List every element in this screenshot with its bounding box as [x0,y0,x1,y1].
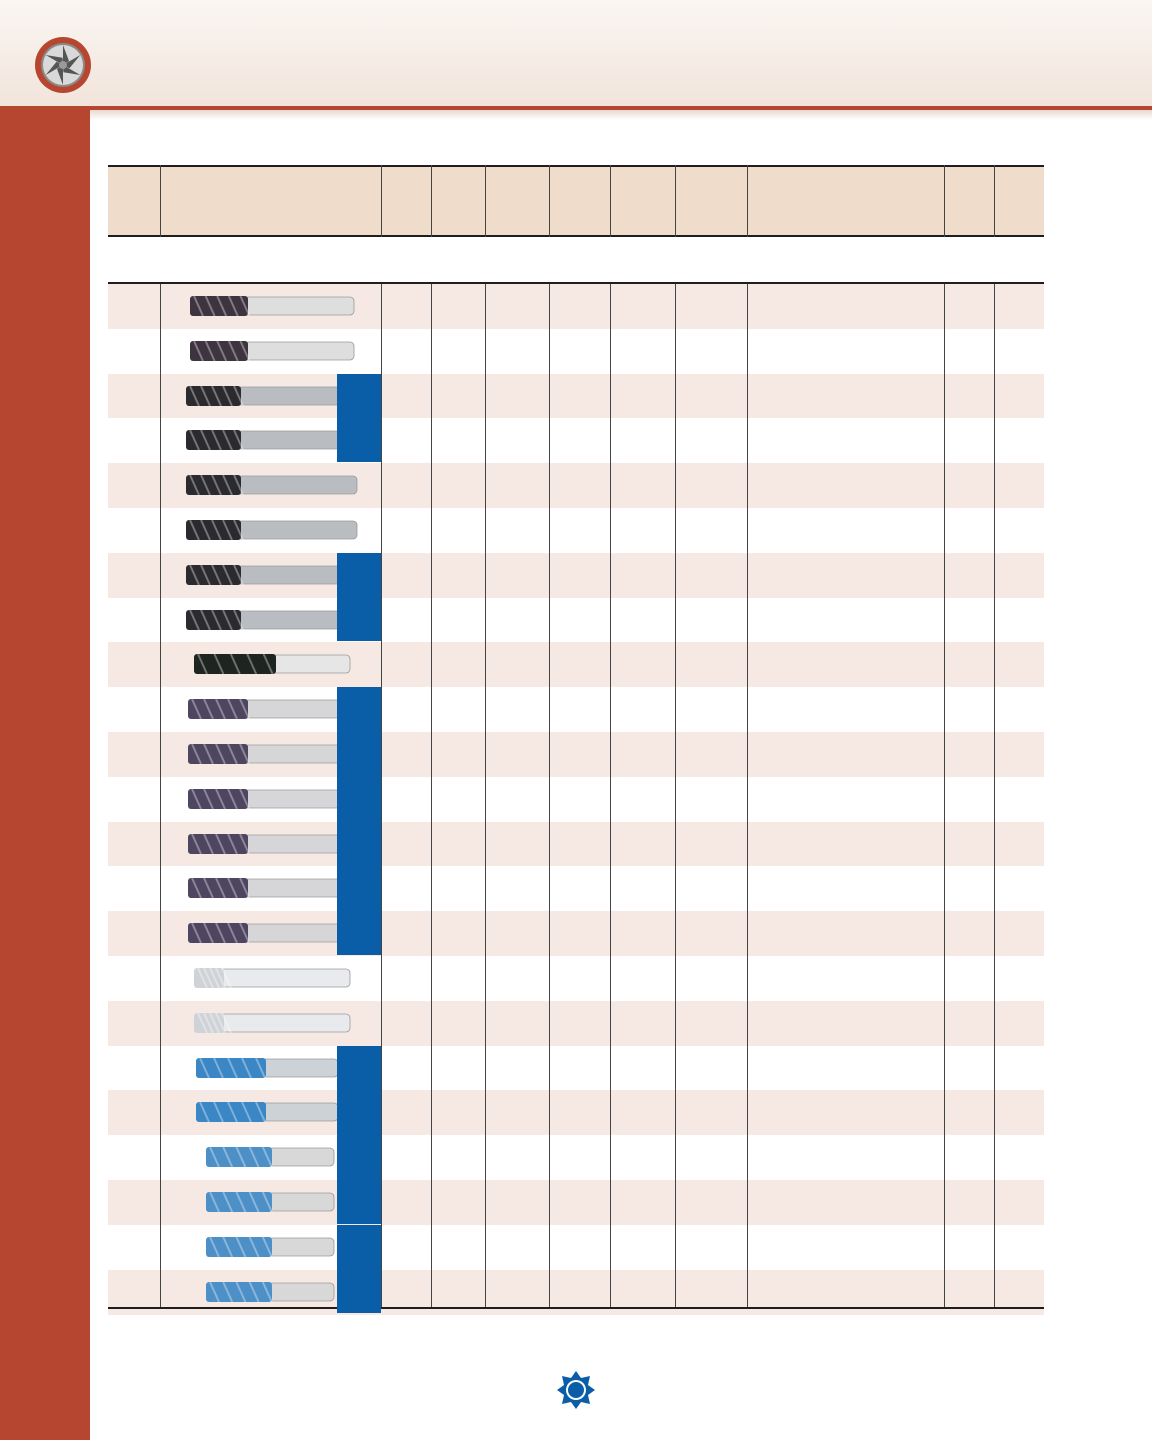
header-cell-2 [160,167,381,235]
table-row [108,1180,1044,1225]
uncoated-carbide-end-mill-icon [194,967,351,989]
table-row [108,284,1044,329]
column-divider [675,284,676,1307]
left-sidebar-band [0,110,90,1440]
black-coated-end-mill-icon [186,564,358,586]
table-row [108,911,1044,957]
purple-coated-end-mill-icon [188,743,359,765]
blue-coated-stub-end-mill-icon [206,1281,335,1303]
black-coated-end-mill-icon [186,429,358,451]
column-divider [994,165,995,237]
column-divider [431,284,432,1307]
table-row [108,642,1044,688]
column-divider [610,284,611,1307]
series-highlight-block [337,373,381,463]
blue-coated-end-mill-icon [196,1057,339,1079]
black-coated-end-mill-icon [186,609,358,631]
header-cell-11 [994,167,1044,235]
purple-coated-end-mill-icon [188,698,359,720]
column-divider [381,165,382,237]
purple-coated-end-mill-icon [188,788,359,810]
body-bottom-rule [108,1307,1044,1309]
column-divider [610,165,611,237]
column-divider [381,284,382,1307]
column-divider [675,165,676,237]
body-top-rule [108,282,1044,284]
column-divider [747,165,748,237]
header-cell-8 [675,167,747,235]
end-mill-cross-section-icon [35,37,91,93]
table-row [108,463,1044,509]
header-cell-1 [108,167,160,235]
series-highlight-block [337,552,381,642]
black-coated-end-mill-icon [186,519,358,541]
header-cell-5 [485,167,549,235]
table-row [108,687,1044,733]
column-divider [944,284,945,1307]
column-divider [160,165,161,237]
series-highlight-block [337,1224,381,1314]
black-coated-end-mill-icon [186,474,358,496]
table-row [108,1000,1044,1046]
dark-coated-end-mill-icon [190,340,355,362]
column-divider [994,284,995,1307]
table-row [108,1135,1044,1181]
table-row [108,508,1044,553]
header-cell-4 [431,167,485,235]
table-row [108,373,1044,419]
column-divider [549,284,550,1307]
purple-coated-end-mill-icon [188,922,359,944]
blue-coated-end-mill-icon [196,1101,339,1123]
blue-coated-stub-end-mill-icon [206,1236,335,1258]
column-divider [549,165,550,237]
table-header-row [108,165,1044,237]
table-row [108,732,1044,777]
column-divider [431,165,432,237]
table-row [108,1090,1044,1136]
dark-coated-end-mill-icon [190,295,355,317]
column-divider [485,284,486,1307]
table-row [108,328,1044,374]
table-row [108,956,1044,1001]
page-header-band [0,0,1152,108]
table-row [108,418,1044,464]
column-divider [944,165,945,237]
purple-coated-end-mill-icon [188,833,359,855]
osg-logo-icon [557,1371,595,1409]
table-row [108,597,1044,643]
column-divider [160,284,161,1307]
header-cell-3 [381,167,431,235]
header-cell-6 [549,167,610,235]
header-cell-10 [944,167,994,235]
header-rule [0,106,1152,110]
black-coated-end-mill-icon [186,385,358,407]
table-row [108,1045,1044,1091]
table-row [108,1224,1044,1270]
header-cell-7 [610,167,675,235]
series-highlight-block [337,687,381,955]
series-highlight-block [337,1045,381,1224]
blue-coated-stub-end-mill-icon [206,1146,335,1168]
column-divider [747,284,748,1307]
column-divider [485,165,486,237]
header-cell-9 [747,167,944,235]
table-row [108,866,1044,912]
purple-coated-end-mill-icon [188,877,359,899]
uncoated-carbide-end-mill-icon [194,1012,351,1034]
table-row [108,552,1044,598]
header-shadow [90,110,1152,120]
blue-coated-stub-end-mill-icon [206,1191,335,1213]
table-row [108,821,1044,867]
table-row [108,776,1044,822]
black-short-end-mill-icon [194,653,351,675]
